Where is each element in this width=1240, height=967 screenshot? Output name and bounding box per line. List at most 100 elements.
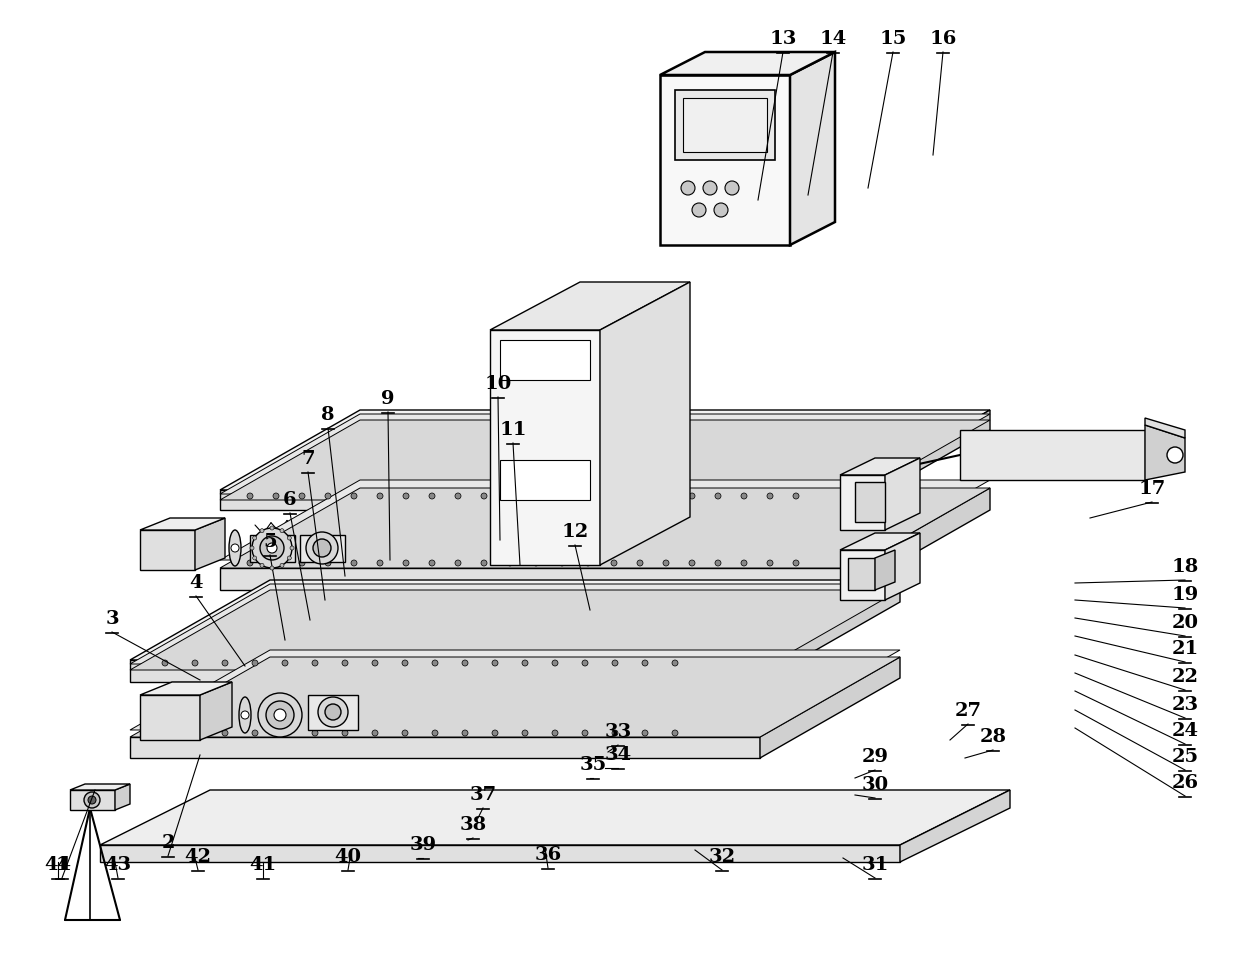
Circle shape	[463, 730, 467, 736]
Polygon shape	[140, 530, 195, 570]
Circle shape	[492, 660, 498, 666]
Circle shape	[611, 493, 618, 499]
Text: 32: 32	[708, 848, 735, 866]
Polygon shape	[200, 682, 232, 740]
Circle shape	[325, 704, 341, 720]
Text: 42: 42	[185, 848, 212, 866]
Circle shape	[663, 493, 670, 499]
Circle shape	[247, 493, 253, 499]
Text: 1: 1	[55, 856, 69, 874]
Text: 4: 4	[190, 574, 203, 592]
Circle shape	[280, 564, 284, 568]
Polygon shape	[885, 458, 920, 530]
Circle shape	[267, 701, 294, 729]
Polygon shape	[195, 518, 224, 570]
Polygon shape	[130, 657, 900, 737]
Text: 26: 26	[1172, 774, 1199, 792]
Text: 29: 29	[862, 748, 889, 766]
Circle shape	[252, 660, 258, 666]
Polygon shape	[219, 420, 990, 500]
Polygon shape	[839, 533, 920, 550]
Polygon shape	[683, 98, 768, 152]
Circle shape	[402, 660, 408, 666]
Circle shape	[455, 493, 461, 499]
Text: 30: 30	[862, 776, 889, 794]
Circle shape	[312, 539, 331, 557]
Polygon shape	[839, 475, 885, 530]
Circle shape	[342, 730, 348, 736]
Polygon shape	[490, 282, 689, 330]
Text: 31: 31	[862, 856, 889, 874]
Text: 21: 21	[1172, 640, 1199, 658]
Circle shape	[637, 560, 644, 566]
Circle shape	[585, 560, 591, 566]
Circle shape	[585, 493, 591, 499]
Circle shape	[299, 493, 305, 499]
Polygon shape	[848, 558, 875, 590]
Text: 9: 9	[381, 390, 394, 408]
Text: 7: 7	[301, 450, 315, 468]
Circle shape	[432, 730, 438, 736]
Circle shape	[325, 493, 331, 499]
Circle shape	[312, 730, 317, 736]
Circle shape	[274, 709, 286, 721]
Circle shape	[312, 660, 317, 666]
Text: 44: 44	[45, 856, 72, 874]
Polygon shape	[219, 490, 849, 510]
Polygon shape	[219, 410, 990, 490]
Text: 35: 35	[579, 756, 606, 774]
Circle shape	[372, 730, 378, 736]
Polygon shape	[760, 657, 900, 758]
Circle shape	[403, 493, 409, 499]
Circle shape	[260, 529, 264, 533]
Circle shape	[192, 660, 198, 666]
Circle shape	[253, 536, 257, 540]
Text: 40: 40	[335, 848, 362, 866]
Polygon shape	[600, 282, 689, 565]
Text: 17: 17	[1138, 480, 1166, 498]
Text: 14: 14	[820, 30, 847, 48]
Circle shape	[273, 560, 279, 566]
Polygon shape	[130, 660, 760, 682]
Polygon shape	[69, 790, 115, 810]
Circle shape	[377, 560, 383, 566]
Polygon shape	[219, 568, 849, 590]
Circle shape	[481, 560, 487, 566]
Polygon shape	[308, 695, 358, 730]
Text: 33: 33	[604, 723, 631, 741]
Circle shape	[192, 730, 198, 736]
Polygon shape	[130, 590, 900, 670]
Polygon shape	[760, 580, 900, 682]
Text: 15: 15	[879, 30, 906, 48]
Circle shape	[463, 660, 467, 666]
Polygon shape	[660, 75, 790, 245]
Circle shape	[768, 493, 773, 499]
Polygon shape	[219, 480, 990, 560]
Polygon shape	[115, 784, 130, 810]
Circle shape	[429, 560, 435, 566]
Polygon shape	[100, 845, 900, 862]
Circle shape	[1167, 447, 1183, 463]
Circle shape	[281, 660, 288, 666]
Circle shape	[377, 493, 383, 499]
Circle shape	[325, 560, 331, 566]
Circle shape	[725, 181, 739, 195]
Circle shape	[794, 560, 799, 566]
Circle shape	[222, 660, 228, 666]
Polygon shape	[856, 482, 885, 522]
Circle shape	[222, 730, 228, 736]
Polygon shape	[490, 330, 600, 565]
Polygon shape	[130, 584, 900, 664]
Circle shape	[270, 526, 274, 530]
Circle shape	[241, 711, 249, 719]
Text: 23: 23	[1172, 696, 1199, 714]
Circle shape	[306, 532, 339, 564]
Text: 19: 19	[1172, 586, 1199, 604]
Circle shape	[402, 730, 408, 736]
Circle shape	[260, 536, 284, 560]
Circle shape	[552, 730, 558, 736]
Circle shape	[642, 660, 649, 666]
Circle shape	[84, 792, 100, 808]
Circle shape	[672, 730, 678, 736]
Circle shape	[403, 560, 409, 566]
